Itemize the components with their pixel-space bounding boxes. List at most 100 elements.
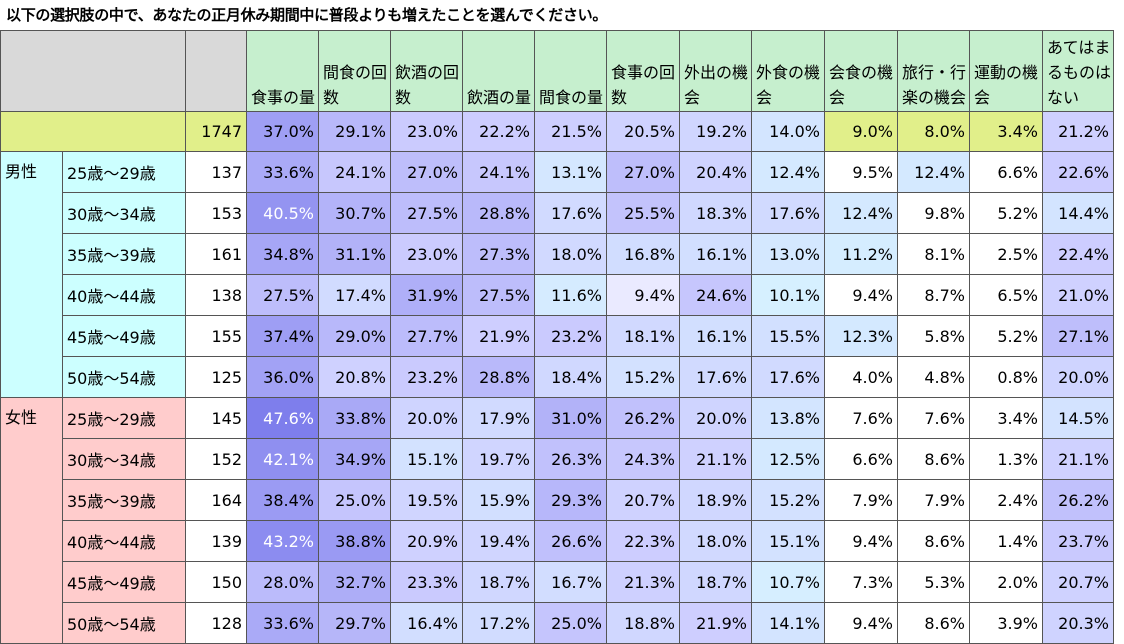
percent-cell: 6.6% [969,151,1043,193]
percent-cell: 5.2% [969,315,1043,357]
total-n: 1747 [185,111,247,152]
percent-cell: 14.5% [1042,397,1114,439]
percent-cell: 7.9% [824,479,898,521]
percent-cell: 15.5% [751,315,825,357]
percent-cell: 28.0% [246,561,319,603]
age-label: 45歳～49歳 [62,561,186,603]
percent-cell: 21.9% [462,315,535,357]
percent-cell: 21.1% [679,438,752,480]
percent-cell: 21.0% [1042,274,1114,316]
gender-label: 男性 [0,151,63,398]
percent-cell: 21.3% [606,561,680,603]
percent-cell: 21.9% [679,602,752,644]
percent-cell: 28.8% [462,192,535,234]
percent-cell: 42.1% [246,438,319,480]
percent-cell: 17.2% [462,602,535,644]
percent-cell: 12.3% [824,315,898,357]
percent-cell: 22.6% [1042,151,1114,193]
percent-cell: 20.9% [390,520,463,562]
sample-size: 139 [185,520,247,562]
percent-cell: 20.8% [318,356,391,398]
percent-cell: 5.2% [969,192,1043,234]
age-label: 50歳～54歳 [62,356,186,398]
percent-cell: 33.6% [246,151,319,193]
percent-cell: 17.6% [679,356,752,398]
percent-cell: 16.1% [679,233,752,275]
percent-cell: 19.4% [462,520,535,562]
percent-cell: 27.7% [390,315,463,357]
percent-cell: 32.7% [318,561,391,603]
percent-cell: 17.6% [751,356,825,398]
sample-size: 152 [185,438,247,480]
percent-cell: 1.3% [969,438,1043,480]
percent-cell: 36.0% [246,356,319,398]
percent-cell: 5.3% [897,561,970,603]
percent-cell: 27.1% [1042,315,1114,357]
page-title: 以下の選択肢の中で、あなたの正月休み期間中に普段よりも増えたことを選んでください… [6,6,608,24]
age-label: 45歳～49歳 [62,315,186,357]
percent-cell: 29.3% [534,479,607,521]
percent-cell: 13.1% [534,151,607,193]
percent-cell: 10.7% [751,561,825,603]
percent-cell: 2.4% [969,479,1043,521]
sample-size: 153 [185,192,247,234]
percent-cell: 26.6% [534,520,607,562]
percent-cell: 9.5% [824,151,898,193]
percent-cell: 16.7% [534,561,607,603]
percent-cell: 8.6% [897,602,970,644]
percent-cell: 3.9% [969,602,1043,644]
percent-cell: 9.8% [897,192,970,234]
sample-size: 150 [185,561,247,603]
percent-cell: 18.1% [606,315,680,357]
total-value: 9.0% [824,111,898,152]
percent-cell: 28.8% [462,356,535,398]
percent-cell: 34.9% [318,438,391,480]
percent-cell: 7.6% [897,397,970,439]
percent-cell: 15.9% [462,479,535,521]
percent-cell: 8.6% [897,438,970,480]
percent-cell: 5.8% [897,315,970,357]
percent-cell: 12.4% [751,151,825,193]
percent-cell: 8.7% [897,274,970,316]
column-header: 間食の回数 [318,30,391,112]
percent-cell: 15.2% [751,479,825,521]
percent-cell: 18.0% [679,520,752,562]
column-header: あてはまるものはない [1042,30,1114,112]
percent-cell: 38.4% [246,479,319,521]
percent-cell: 18.3% [679,192,752,234]
percent-cell: 7.6% [824,397,898,439]
column-header: 会食の機会 [824,30,898,112]
age-label: 35歳～39歳 [62,233,186,275]
percent-cell: 27.0% [606,151,680,193]
percent-cell: 16.1% [679,315,752,357]
percent-cell: 24.3% [606,438,680,480]
total-value: 22.2% [462,111,535,152]
column-header: 食事の回数 [606,30,680,112]
percent-cell: 20.7% [1042,561,1114,603]
total-value: 19.2% [679,111,752,152]
percent-cell: 20.4% [679,151,752,193]
column-header: 外食の機会 [751,30,825,112]
total-value: 23.0% [390,111,463,152]
percent-cell: 11.2% [824,233,898,275]
percent-cell: 18.4% [534,356,607,398]
age-label: 35歳～39歳 [62,479,186,521]
percent-cell: 14.1% [751,602,825,644]
gender-label: 女性 [0,397,63,644]
percent-cell: 19.7% [462,438,535,480]
percent-cell: 18.7% [679,561,752,603]
column-header: 飲酒の量 [462,30,535,112]
sample-size: 164 [185,479,247,521]
age-label: 30歳～34歳 [62,192,186,234]
sample-size: 161 [185,233,247,275]
percent-cell: 23.7% [1042,520,1114,562]
percent-cell: 20.0% [1042,356,1114,398]
percent-cell: 23.0% [390,233,463,275]
percent-cell: 10.1% [751,274,825,316]
percent-cell: 3.4% [969,397,1043,439]
percent-cell: 29.0% [318,315,391,357]
percent-cell: 6.5% [969,274,1043,316]
percent-cell: 4.0% [824,356,898,398]
percent-cell: 12.5% [751,438,825,480]
percent-cell: 29.7% [318,602,391,644]
